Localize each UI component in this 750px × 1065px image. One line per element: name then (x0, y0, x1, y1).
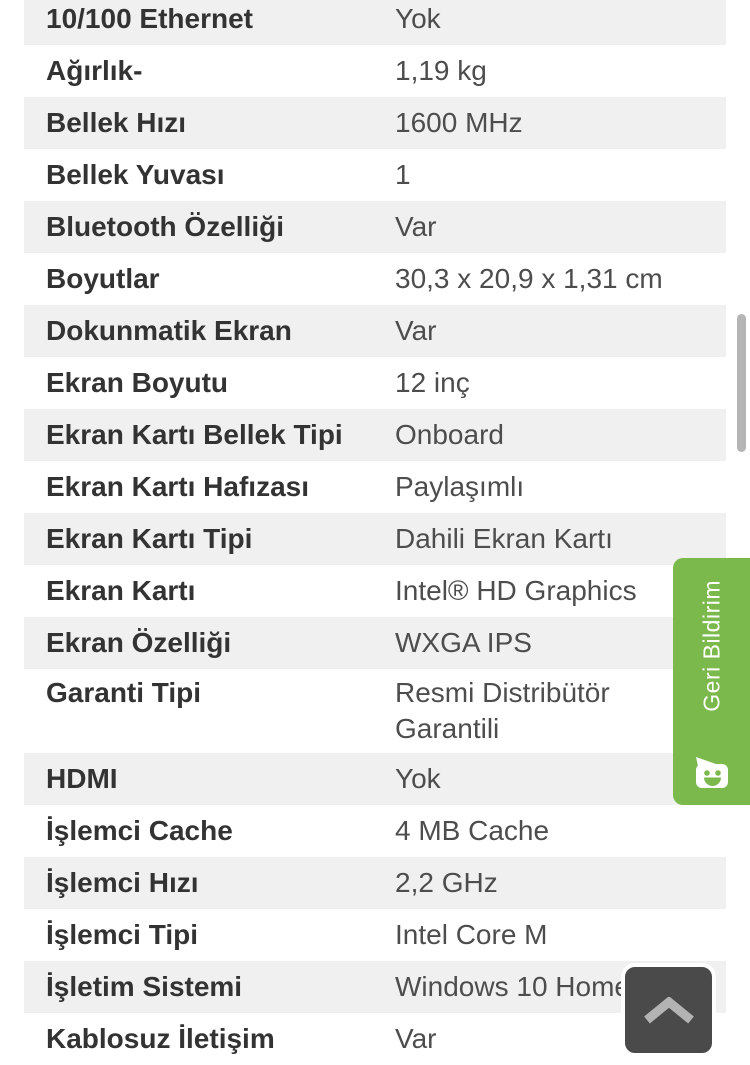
spec-value: Intel® HD Graphics (395, 575, 637, 606)
spec-value: WXGA IPS (395, 627, 532, 658)
spec-row: Garanti Tipi Resmi Distribütör Garantili (24, 669, 726, 753)
spec-label: İşlemci Tipi (46, 919, 198, 950)
scroll-to-top-button[interactable] (621, 963, 716, 1057)
spec-label: Kablosuz İletişim (46, 1023, 275, 1054)
spec-value: Yok (395, 3, 441, 34)
spec-value: Var (395, 211, 437, 242)
feedback-tab-button[interactable]: Geri Bildirim (673, 558, 750, 805)
spec-value: Resmi Distribütör Garantili (395, 677, 610, 744)
spec-label: HDMI (46, 763, 118, 794)
spec-label: Garanti Tipi (46, 677, 202, 708)
spec-row: İşlemci Tipi Intel Core M (24, 909, 726, 961)
spec-label: İşlemci Hızı (46, 867, 199, 898)
spec-label: Ekran Özelliği (46, 627, 232, 658)
spec-label: Bellek Yuvası (46, 159, 225, 190)
spec-value: Dahili Ekran Kartı (395, 523, 613, 554)
spec-table: 10/100 Ethernet Yok Ağırlık- 1,19 kg Bellek … (24, 0, 726, 1065)
chevron-up-icon (643, 995, 695, 1024)
spec-value: 1 (395, 159, 411, 190)
spec-value: Intel Core M (395, 919, 548, 950)
spec-row: Bellek Hızı 1600 MHz (24, 97, 726, 149)
spec-row: HDMI Yok (24, 753, 726, 805)
spec-row: 10/100 Ethernet Yok (24, 0, 726, 45)
spec-label: İşletim Sistemi (46, 971, 243, 1002)
spec-value: 12 inç (395, 367, 470, 398)
spec-label: Ekran Kartı (46, 575, 196, 606)
spec-value: 4 MB Cache (395, 815, 550, 846)
spec-label: 10/100 Ethernet (46, 3, 253, 34)
spec-value: 2,2 GHz (395, 867, 498, 898)
spec-label: Ekran Kartı Hafızası (46, 471, 309, 502)
spec-value: Paylaşımlı (395, 471, 525, 502)
speech-bubble-smiley-icon (690, 756, 734, 790)
spec-row: Ekran Özelliği WXGA IPS (24, 617, 726, 669)
spec-label: Dokunmatik Ekran (46, 315, 292, 346)
spec-row: Dokunmatik Ekran Var (24, 305, 726, 357)
spec-row: İşletim Sistemi Windows 10 Home (24, 961, 726, 1013)
spec-label: İşlemci Cache (46, 815, 233, 846)
scrollbar-thumb[interactable] (737, 314, 746, 452)
spec-label: Ekran Kartı Bellek Tipi (46, 419, 343, 450)
spec-value: 30,3 x 20,9 x 1,31 cm (395, 263, 663, 294)
spec-value: Yok (395, 763, 441, 794)
spec-label: Ekran Boyutu (46, 367, 229, 398)
spec-value: Windows 10 Home (395, 971, 630, 1002)
spec-row: Ekran Kartı Hafızası Paylaşımlı (24, 461, 726, 513)
spec-value: Var (395, 1023, 437, 1054)
spec-row: Kablosuz İletişim Var (24, 1013, 726, 1065)
spec-row: Ekran Kartı Intel® HD Graphics (24, 565, 726, 617)
spec-row: Boyutlar 30,3 x 20,9 x 1,31 cm (24, 253, 726, 305)
spec-value: 1,19 kg (395, 55, 487, 86)
spec-label: Ağırlık- (46, 55, 143, 86)
spec-row: Bluetooth Özelliği Var (24, 201, 726, 253)
spec-value: Onboard (395, 419, 504, 450)
spec-value: 1600 MHz (395, 107, 523, 138)
spec-label: Boyutlar (46, 263, 160, 294)
spec-row: Ekran Kartı Tipi Dahili Ekran Kartı (24, 513, 726, 565)
spec-label: Ekran Kartı Tipi (46, 523, 253, 554)
spec-row: İşlemci Hızı 2,2 GHz (24, 857, 726, 909)
spec-row: İşlemci Cache 4 MB Cache (24, 805, 726, 857)
spec-value: Var (395, 315, 437, 346)
spec-row: Ekran Boyutu 12 inç (24, 357, 726, 409)
spec-label: Bluetooth Özelliği (46, 211, 284, 242)
spec-row: Bellek Yuvası 1 (24, 149, 726, 201)
spec-row: Ekran Kartı Bellek Tipi Onboard (24, 409, 726, 461)
feedback-tab-label: Geri Bildirim (698, 580, 724, 712)
spec-row: Ağırlık- 1,19 kg (24, 45, 726, 97)
spec-label: Bellek Hızı (46, 107, 187, 138)
